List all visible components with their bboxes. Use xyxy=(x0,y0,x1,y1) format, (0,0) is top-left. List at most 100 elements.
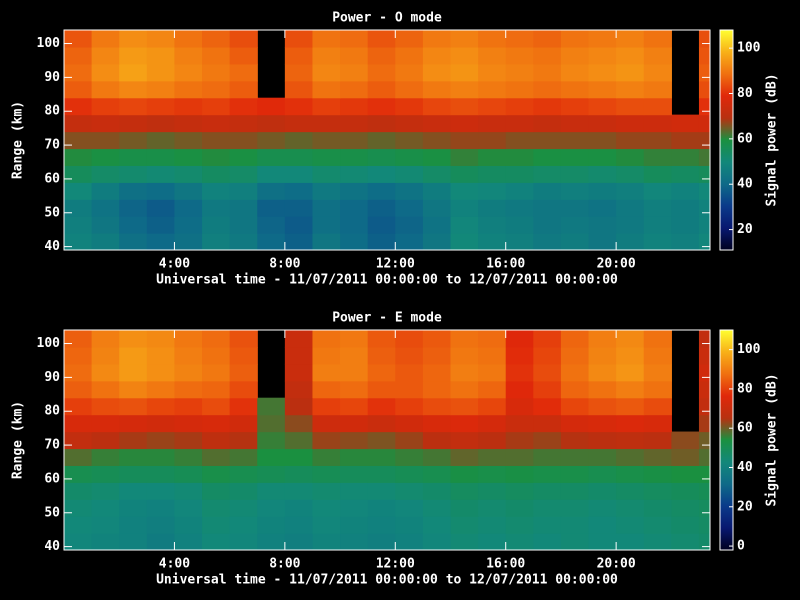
heatmap-cell xyxy=(202,330,231,348)
heatmap-cell xyxy=(64,448,93,466)
heatmap-cell xyxy=(367,97,396,116)
heatmap-cell xyxy=(91,397,120,416)
heatmap-cell xyxy=(616,114,645,133)
heatmap-cell xyxy=(91,63,120,82)
heatmap-cell xyxy=(202,199,231,217)
heatmap-cell xyxy=(422,148,452,166)
heatmap-cell xyxy=(64,499,93,517)
heatmap-cell xyxy=(671,431,700,450)
heatmap-cell xyxy=(643,233,672,250)
heatmap-cell xyxy=(616,182,645,200)
heatmap-cell xyxy=(560,233,590,250)
heatmap-cell xyxy=(616,380,645,399)
heatmap-cell xyxy=(119,431,148,450)
y-tick-label: 50 xyxy=(44,205,60,220)
heatmap-cell xyxy=(229,30,258,48)
heatmap xyxy=(64,330,710,550)
heatmap-cell xyxy=(643,363,672,382)
heatmap-cell xyxy=(91,346,120,365)
heatmap-cell xyxy=(367,233,396,250)
heatmap-cell xyxy=(257,499,286,517)
heatmap-cell xyxy=(560,114,590,133)
y-tick-label: 70 xyxy=(44,438,60,453)
heatmap-cell xyxy=(505,330,534,348)
heatmap-cell xyxy=(478,330,507,348)
heatmap-cell xyxy=(422,330,452,348)
y-axis-label: Range (km) xyxy=(11,101,26,179)
heatmap-cell xyxy=(505,431,534,450)
heatmap-cell xyxy=(229,516,258,534)
heatmap-cell xyxy=(478,148,507,166)
heatmap-cell xyxy=(367,431,396,450)
heatmap-cell xyxy=(395,233,424,250)
heatmap-cell xyxy=(119,516,148,534)
heatmap-cell xyxy=(284,233,314,250)
heatmap-cell xyxy=(312,63,341,82)
heatmap-cell xyxy=(146,516,176,534)
heatmap-cell xyxy=(616,148,645,166)
heatmap-cell xyxy=(588,199,617,217)
heatmap-cell xyxy=(533,30,562,48)
heatmap-cell xyxy=(643,380,672,399)
heatmap-cell xyxy=(340,46,369,65)
heatmap-cell xyxy=(698,114,710,133)
heatmap-cell xyxy=(91,80,120,99)
heatmap-cell xyxy=(698,448,710,466)
heatmap-cell xyxy=(312,380,341,399)
heatmap-cell xyxy=(505,482,534,500)
heatmap-cell xyxy=(174,216,203,234)
y-tick-label: 40 xyxy=(44,539,60,554)
x-tick-label: 20:00 xyxy=(597,557,636,572)
colorbar xyxy=(719,329,734,551)
heatmap-cell xyxy=(450,182,479,200)
heatmap-cell xyxy=(91,216,120,234)
heatmap-cell xyxy=(146,414,176,433)
heatmap-cell xyxy=(340,63,369,82)
heatmap-cell xyxy=(560,414,590,433)
heatmap-cell xyxy=(91,363,120,382)
heatmap-cell xyxy=(698,63,710,82)
heatmap-cell xyxy=(533,346,562,365)
heatmap-cell xyxy=(588,346,617,365)
heatmap-cell xyxy=(395,482,424,500)
colorbar xyxy=(719,29,734,251)
heatmap-cell xyxy=(312,499,341,517)
colorbar-label: Signal power (dB) xyxy=(765,373,780,506)
heatmap-cell xyxy=(367,165,396,183)
heatmap-cell xyxy=(588,465,617,483)
heatmap-cell xyxy=(422,182,452,200)
heatmap-cell xyxy=(367,330,396,348)
heatmap-cell xyxy=(533,499,562,517)
heatmap-cell xyxy=(202,46,231,65)
heatmap-cell xyxy=(119,182,148,200)
heatmap-cell xyxy=(671,482,700,500)
y-tick-label: 80 xyxy=(44,404,60,419)
heatmap-cell xyxy=(588,363,617,382)
heatmap-cell xyxy=(284,46,314,65)
panel: Power - E mode Universal time - 11/07/201… xyxy=(11,311,780,588)
heatmap-cell xyxy=(367,414,396,433)
heatmap-cell xyxy=(312,114,341,133)
heatmap-cell xyxy=(422,533,452,550)
heatmap-cell xyxy=(478,363,507,382)
heatmap-cell xyxy=(505,233,534,250)
colorbar-tick-label: 80 xyxy=(737,381,753,396)
y-tick-label: 70 xyxy=(44,138,60,153)
heatmap-cell xyxy=(588,414,617,433)
heatmap-cell xyxy=(284,346,314,365)
heatmap-cell xyxy=(450,448,479,466)
heatmap-cell xyxy=(643,533,672,550)
heatmap-cell xyxy=(174,397,203,416)
heatmap-cell xyxy=(367,114,396,133)
heatmap-cell xyxy=(505,363,534,382)
heatmap-cell xyxy=(202,131,231,150)
heatmap-cell xyxy=(533,380,562,399)
x-tick-label: 8:00 xyxy=(269,557,300,572)
heatmap-cell xyxy=(505,346,534,365)
heatmap-cell xyxy=(395,448,424,466)
heatmap-cell xyxy=(478,516,507,534)
heatmap-cell xyxy=(422,80,452,99)
heatmap-cell xyxy=(698,165,710,183)
heatmap-cell xyxy=(505,80,534,99)
heatmap-cell xyxy=(229,63,258,82)
